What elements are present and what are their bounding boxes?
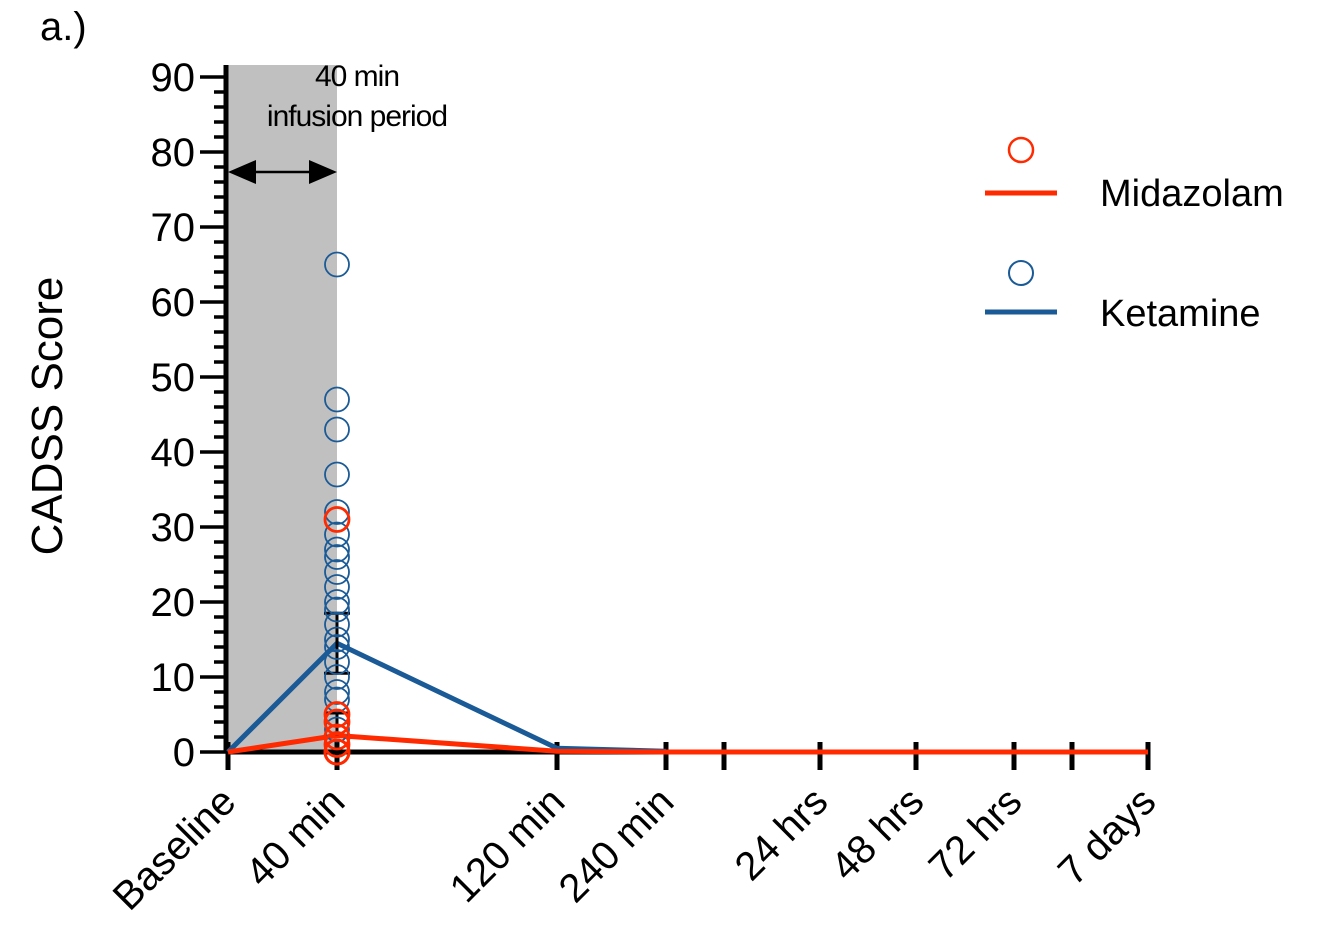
x-tick-label: Baseline: [105, 779, 245, 919]
data-point-ketamine: [324, 416, 350, 443]
data-point-midazolam: [323, 738, 351, 766]
x-tick-label: 72 hrs: [921, 779, 1031, 889]
y-tick-label: 50: [151, 356, 196, 400]
panel-label: a.): [40, 5, 87, 49]
legend-marker-ketamine: [1008, 260, 1034, 286]
x-tick-label: 7 days: [1050, 779, 1164, 893]
data-point-ketamine: [324, 611, 350, 638]
data-point-ketamine: [324, 626, 350, 653]
y-tick-label: 30: [151, 506, 196, 550]
data-point-ketamine: [324, 499, 350, 525]
x-tick-label: 120 min: [442, 779, 574, 911]
data-point-ketamine: [324, 574, 350, 600]
y-tick-label: 90: [151, 56, 196, 100]
data-point-ketamine: [324, 386, 350, 413]
data-point-midazolam: [323, 506, 351, 533]
y-tick-label: 0: [173, 731, 195, 775]
data-point-midazolam: [323, 731, 351, 758]
series-line-midazolam: [227, 733, 1148, 755]
data-point-ketamine: [324, 596, 350, 623]
x-tick-label: 240 min: [551, 779, 683, 911]
data-point-ketamine: [324, 649, 350, 675]
legend-entry-midazolam: Midazolam: [985, 136, 1284, 215]
data-point-ketamine: [324, 544, 350, 570]
data-point-ketamine: [324, 461, 350, 488]
data-point-midazolam: [323, 723, 351, 751]
legend-entry-ketamine: Ketamine: [985, 260, 1261, 335]
legend-marker-midazolam: [1007, 136, 1035, 164]
y-axis-title: CADSS Score: [23, 277, 72, 556]
series-lines: [226, 640, 1148, 755]
y-tick-label: 10: [151, 656, 196, 700]
data-point-ketamine: [324, 716, 350, 743]
individual-points: [323, 251, 351, 766]
legend-label-ketamine: Ketamine: [1100, 293, 1261, 335]
infusion-duration-arrow: [228, 160, 337, 184]
x-tick-label: 24 hrs: [727, 779, 837, 889]
infusion-label-line1: 40 min: [315, 60, 399, 93]
data-point-ketamine: [324, 251, 350, 278]
x-tick-label: 40 min: [237, 779, 353, 895]
legend: Midazolam Ketamine: [985, 136, 1284, 335]
data-point-ketamine: [324, 559, 350, 585]
x-tick-label: 48 hrs: [823, 779, 933, 889]
data-point-ketamine: [324, 634, 350, 660]
data-point-ketamine: [324, 521, 350, 548]
y-tick-label: 80: [151, 131, 196, 175]
data-point-ketamine: [324, 686, 350, 713]
data-point-ketamine: [324, 536, 350, 563]
data-point-midazolam: [323, 701, 351, 728]
data-point-ketamine: [324, 664, 350, 690]
infusion-label-line2: infusion period: [267, 100, 447, 133]
data-point-ketamine: [324, 589, 350, 615]
y-tick-label: 20: [151, 581, 196, 625]
y-tick-label: 70: [151, 206, 196, 250]
legend-label-midazolam: Midazolam: [1100, 173, 1284, 215]
y-tick-label: 60: [151, 281, 196, 325]
y-tick-label: 40: [151, 431, 196, 475]
data-point-ketamine: [324, 679, 350, 705]
data-point-midazolam: [323, 708, 351, 736]
